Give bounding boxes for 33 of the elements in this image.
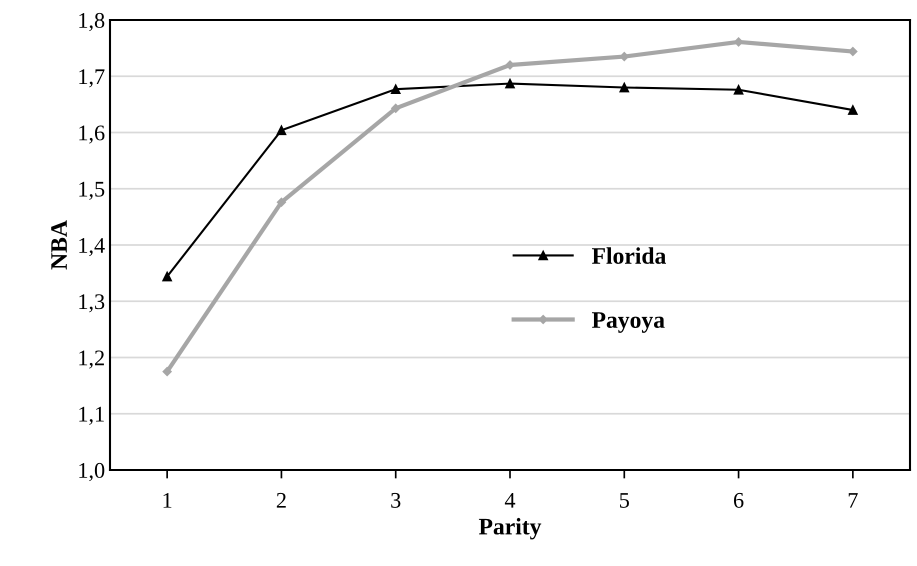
y-tick-label: 1,8: [79, 12, 104, 32]
y-tick-label: 1,2: [79, 350, 104, 369]
y-tick-label: 1,1: [79, 406, 104, 425]
x-axis-title: Parity: [478, 518, 542, 540]
y-tick-label: 1,0: [79, 462, 104, 482]
x-tick-label: 4: [504, 493, 516, 508]
legend-label: Florida: [592, 247, 666, 264]
y-tick-label: 1,5: [79, 182, 104, 200]
y-tick-label: 1,3: [79, 294, 104, 312]
x-tick-label: 2: [276, 492, 286, 508]
y-tick-label: 1,4: [79, 238, 105, 256]
x-tick-label: 1: [164, 492, 172, 508]
x-tick-label: 7: [848, 493, 858, 508]
point: [620, 52, 629, 62]
point: [848, 46, 858, 56]
point: [276, 198, 286, 207]
point: [505, 78, 515, 88]
legend-label: Payoya: [592, 312, 665, 333]
point: [734, 84, 744, 95]
point: [619, 82, 630, 92]
point: [276, 125, 286, 136]
point: [162, 366, 172, 376]
point: [390, 84, 401, 94]
point: [162, 272, 172, 282]
point: [848, 105, 858, 115]
x-tick-label: 3: [391, 492, 400, 508]
y-tick-label: 1,6: [79, 125, 104, 144]
y-axis-title: NBA: [51, 220, 67, 270]
point: [391, 104, 400, 113]
y-tick-label: 1,7: [79, 69, 104, 88]
x-tick-label: 6: [734, 492, 744, 508]
x-tick-label: 5: [620, 493, 629, 508]
point: [734, 37, 744, 47]
